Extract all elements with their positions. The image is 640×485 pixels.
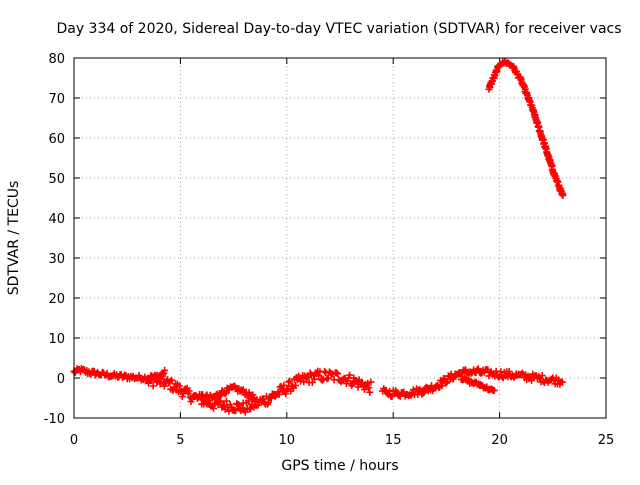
data-segment [70,365,169,384]
data-point [538,372,546,380]
data-point [280,381,288,389]
data-point [333,369,340,377]
data-point [247,404,255,412]
y-tick-label: 0 [57,372,65,387]
x-axis-title: GPS time / hours [281,458,398,474]
data-point [438,382,446,390]
y-tick-label: 50 [48,172,65,187]
data-point [367,378,375,386]
data-points [70,58,567,416]
data-point [267,394,275,402]
y-tick-label: 80 [48,52,65,67]
data-segment [379,365,566,400]
data-point [156,380,164,388]
data-point [210,404,217,412]
data-point [318,376,326,384]
data-point [223,397,230,405]
data-point [275,391,283,398]
data-segment [485,58,567,199]
y-tick-label: 20 [48,292,65,307]
data-point [490,386,498,394]
x-tick-label: 5 [176,433,184,448]
x-tick-label: 15 [385,433,402,448]
data-point [558,378,566,386]
data-point [250,394,258,402]
y-tick-label: 70 [48,92,65,107]
y-tick-label: 40 [48,212,65,227]
x-tick-label: 10 [279,433,296,448]
x-tick-label: 0 [70,433,78,448]
x-tick-label: 20 [491,433,508,448]
data-point [245,388,253,396]
grid-lines [74,58,606,418]
data-segment [145,367,375,416]
data-point [535,373,543,380]
data-point [292,381,299,389]
data-point [168,376,176,384]
data-point [392,387,400,395]
chart-title: Day 334 of 2020, Sidereal Day-to-day VTE… [56,21,621,37]
data-point [365,384,373,392]
data-point [346,371,354,379]
data-point [145,379,152,387]
data-point [235,401,243,409]
axis-ticks: -10 0 10 20 30 40 50 60 70 80 0 5 10 15 20 25 [44,52,615,448]
data-point [175,382,183,390]
data-point [193,395,201,402]
data-point [149,382,157,390]
data-point [334,370,342,378]
data-point [264,399,272,406]
plot-border [73,57,607,419]
data-point [158,373,166,380]
y-tick-label: -10 [44,412,65,427]
data-point [485,372,493,380]
data-point [505,367,513,375]
data-point [216,392,224,400]
data-point [361,386,368,393]
data-point [364,379,372,387]
data-point [311,375,318,383]
y-tick-label: 10 [48,332,65,347]
data-point [221,390,229,398]
data-point [241,408,249,416]
data-point [147,372,155,380]
data-point [225,407,233,415]
data-segment [198,382,258,402]
data-point [282,390,290,398]
data-point [474,365,482,373]
y-axis-title: SDTVAR / TECUs [6,181,22,296]
data-point [324,374,332,382]
data-point [160,382,168,390]
y-tick-label: 60 [48,132,65,147]
data-point [366,388,374,396]
data-segment [457,374,498,395]
data-point [161,366,169,374]
data-point [220,402,228,409]
data-point [285,378,293,386]
data-point [559,192,567,199]
data-point [185,387,193,395]
data-point [286,377,294,385]
y-tick-label: 30 [48,252,65,267]
data-point [315,372,323,380]
x-tick-label: 25 [598,433,615,448]
data-point [420,388,428,396]
